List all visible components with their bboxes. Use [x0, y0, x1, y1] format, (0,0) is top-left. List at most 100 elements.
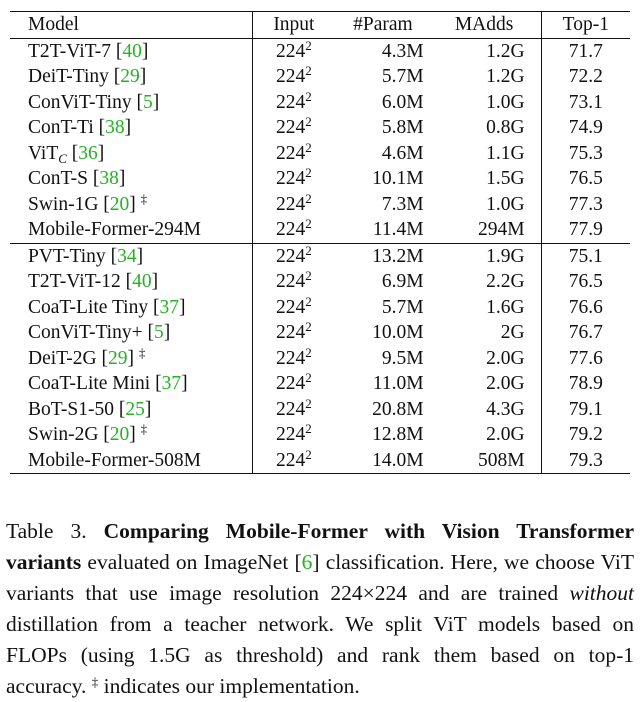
input-exponent: 2 — [305, 370, 312, 385]
madds-cell: 508M — [435, 447, 542, 474]
model-cell: PVT-Tiny [34] — [10, 242, 253, 269]
param-cell: 11.0M — [372, 373, 424, 394]
citation-link[interactable]: 37 — [159, 296, 179, 318]
madds-cell: 2.0G — [486, 373, 525, 394]
table-row: BoT-S1-50 [25] 2242 20.8M 4.3G 79.1 — [10, 396, 630, 422]
citation-link[interactable]: 5 — [153, 322, 164, 343]
input-cell: 2242 — [252, 63, 335, 90]
caption-title: Comparing Mobile-Former with Vision Tran… — [6, 519, 634, 574]
top1-cell: 78.9 — [540, 371, 630, 397]
param-cell: 4.6M — [381, 142, 424, 164]
input-cell: 2242 — [252, 165, 335, 192]
input-resolution: 224 — [276, 398, 306, 420]
dagger-mark: ‡ — [140, 421, 148, 436]
model-cell: Swin-2G [20] ‡ — [28, 421, 148, 445]
table-caption: Table 3. Comparing Mobile-Former with Vi… — [6, 519, 634, 698]
model-name: ConT-S — [28, 168, 88, 189]
citation-link[interactable]: 20 — [109, 193, 130, 215]
citation-link[interactable]: 40 — [132, 271, 152, 292]
input-resolution: 224 — [276, 66, 306, 87]
madds-cell: 1.9G — [435, 242, 542, 269]
madds-cell: 1.2G — [486, 66, 525, 87]
citation-link[interactable]: 38 — [105, 117, 125, 138]
model-cell: T2T-ViT-7 [40] — [28, 40, 149, 62]
input-exponent: 2 — [305, 446, 312, 462]
table-row: CoaT-Lite Mini [37] 2242 11.0M 2.0G 78.9 — [10, 371, 630, 397]
param-cell: 7.3M — [381, 193, 424, 215]
comparison-table-container: Model Input #Param MAdds Top-1 T2T-ViT-7… — [10, 11, 630, 474]
madds-cell: 1.2G — [486, 40, 525, 62]
table-group-under-1.5g: T2T-ViT-7 [40] 2242 4.3M 1.2G 71.7 DeiT-Tiny … — [10, 38, 630, 243]
input-exponent: 2 — [305, 114, 312, 129]
top1-cell: 76.6 — [540, 294, 630, 320]
input-exponent: 2 — [305, 165, 312, 180]
input-cell: 2242 — [252, 396, 335, 422]
param-cell: 6.9M — [381, 271, 424, 292]
citation-link[interactable]: 40 — [122, 40, 142, 62]
citation-link[interactable]: 36 — [78, 142, 98, 164]
input-exponent: 2 — [305, 139, 312, 155]
madds-cell: 1.5G — [486, 168, 525, 189]
citation-link[interactable]: 25 — [125, 398, 145, 420]
input-resolution: 224 — [276, 91, 306, 113]
top1-cell: 76.5 — [540, 166, 630, 192]
param-cell: 13.2M — [334, 242, 436, 269]
top1-cell: 79.1 — [540, 396, 630, 422]
input-resolution: 224 — [276, 219, 306, 240]
caption-citation[interactable]: 6 — [301, 550, 313, 574]
input-exponent: 2 — [305, 319, 312, 334]
top1-cell: 77.6 — [540, 345, 630, 371]
model-cell: DeiT-Tiny [29] — [28, 66, 147, 87]
citation-link[interactable]: 5 — [142, 91, 153, 113]
param-cell: 4.3M — [381, 40, 424, 62]
model-name: DeiT-2G — [28, 347, 97, 369]
model-cell: Mobile-Former-294M — [10, 217, 253, 243]
madds-cell: 2.0G — [486, 424, 525, 445]
madds-cell: 1.0G — [486, 193, 525, 215]
input-exponent: 2 — [305, 63, 312, 78]
input-resolution: 224 — [276, 424, 306, 445]
model-name: ConViT-Tiny — [28, 91, 132, 113]
model-name: Mobile-Former-294M — [28, 219, 201, 240]
madds-cell: 1.1G — [486, 142, 525, 164]
param-cell: 10.0M — [372, 322, 424, 343]
model-name: Swin-1G — [28, 193, 99, 215]
input-exponent: 2 — [305, 344, 312, 360]
model-cell: Swin-1G [20] ‡ — [28, 190, 148, 215]
model-cell: CoaT-Lite Tiny [37] — [28, 296, 186, 318]
table-row: ConT-Ti [38] 2242 5.8M 0.8G 74.9 — [10, 115, 630, 141]
input-exponent: 2 — [305, 37, 312, 53]
top1-cell: 72.2 — [540, 64, 630, 90]
model-cell: BoT-S1-50 [25] — [28, 398, 152, 420]
madds-cell: 2G — [500, 322, 525, 343]
header-top1: Top-1 — [540, 11, 630, 39]
table-row: ViTC [36] 2242 4.6M 1.1G 75.3 — [10, 139, 630, 166]
input-cell: 2242 — [252, 114, 335, 141]
model-cell: ConViT-Tiny+ [5] — [28, 322, 171, 343]
model-name: T2T-ViT-7 — [28, 40, 111, 62]
model-name: DeiT-Tiny — [28, 66, 109, 87]
citation-link[interactable]: 34 — [117, 245, 137, 267]
caption-emphasis: without — [569, 581, 634, 605]
input-exponent: 2 — [305, 88, 312, 104]
input-resolution: 224 — [276, 373, 306, 394]
citation-link[interactable]: 29 — [120, 66, 140, 87]
param-cell: 5.7M — [381, 296, 424, 318]
table-row: ConViT-Tiny+ [5] 2242 10.0M 2G 76.7 — [10, 320, 630, 346]
caption-text-2: classification. Here, we choose ViT vari… — [6, 550, 634, 605]
citation-link[interactable]: 38 — [99, 168, 119, 189]
citation-link[interactable]: 20 — [109, 424, 130, 445]
model-name: ConViT-Tiny+ — [28, 322, 143, 343]
caption-label: Table 3. — [6, 519, 87, 543]
citation-link[interactable]: 37 — [161, 373, 182, 394]
comparison-table: Model Input #Param MAdds Top-1 T2T-ViT-7… — [10, 11, 630, 474]
input-exponent: 2 — [305, 268, 312, 283]
model-cell: T2T-ViT-12 [40] — [28, 271, 159, 292]
input-cell: 2242 — [252, 294, 335, 320]
table-row: Swin-1G [20] ‡ 2242 7.3M 1.0G 77.3 — [10, 190, 630, 217]
citation-link[interactable]: 29 — [107, 347, 128, 369]
model-name: CoaT-Lite Tiny — [28, 296, 149, 318]
param-cell: 6.0M — [381, 91, 424, 113]
input-cell: 2242 — [252, 370, 335, 397]
input-cell: 2242 — [252, 268, 335, 295]
